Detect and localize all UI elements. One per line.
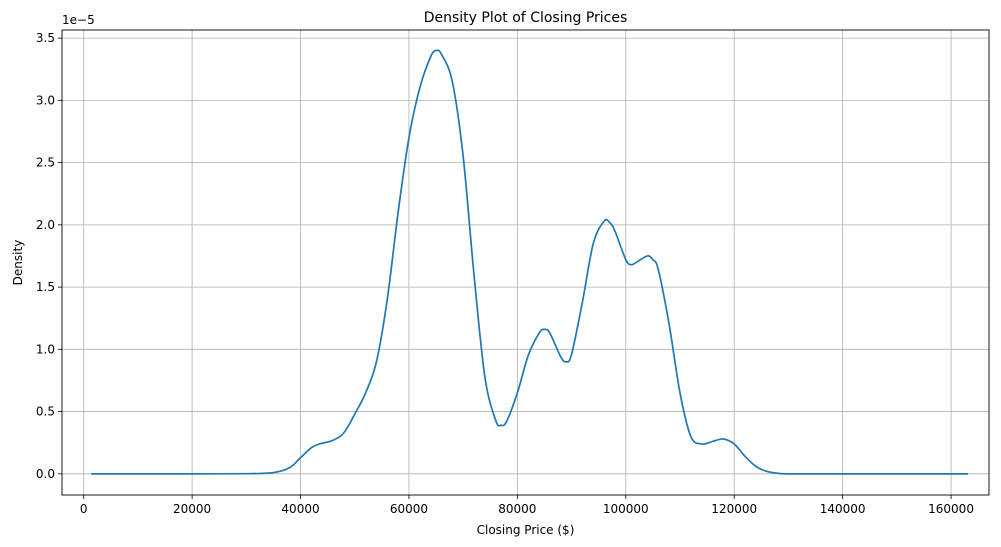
y-tick-label: 2.0 <box>36 218 55 232</box>
series-layer <box>90 49 969 475</box>
y-tick-label: 1.5 <box>36 280 55 294</box>
y-tick-label: 1.0 <box>36 342 55 356</box>
x-tick-label: 0 <box>80 502 88 516</box>
x-axis: 0 20000 40000 60000 80000 100000 120000 140000 1… <box>80 495 974 516</box>
density-series-line <box>90 49 969 475</box>
x-tick-label: 20000 <box>173 502 211 516</box>
y-tick-label: 0.0 <box>36 467 55 481</box>
x-tick-label: 140000 <box>820 502 866 516</box>
y-tick-label: 2.5 <box>36 156 55 170</box>
x-tick-label: 60000 <box>390 502 428 516</box>
x-tick-label: 80000 <box>498 502 536 516</box>
y-tick-label: 3.0 <box>36 93 55 107</box>
x-tick-label: 160000 <box>928 502 974 516</box>
plot-frame <box>61 29 990 496</box>
y-tick-label: 0.5 <box>36 405 55 419</box>
x-axis-label: Closing Price ($) <box>477 523 575 537</box>
y-axis: 0.0 0.5 1.0 1.5 2.0 2.5 3.0 3.5 <box>36 31 62 481</box>
y-tick-label: 3.5 <box>36 31 55 45</box>
y-scale-offset-label: 1e−5 <box>62 13 95 27</box>
x-tick-label: 40000 <box>281 502 319 516</box>
chart-title: Density Plot of Closing Prices <box>424 10 628 26</box>
y-axis-label: Density <box>11 240 25 286</box>
x-tick-label: 100000 <box>603 502 649 516</box>
x-tick-label: 120000 <box>711 502 757 516</box>
